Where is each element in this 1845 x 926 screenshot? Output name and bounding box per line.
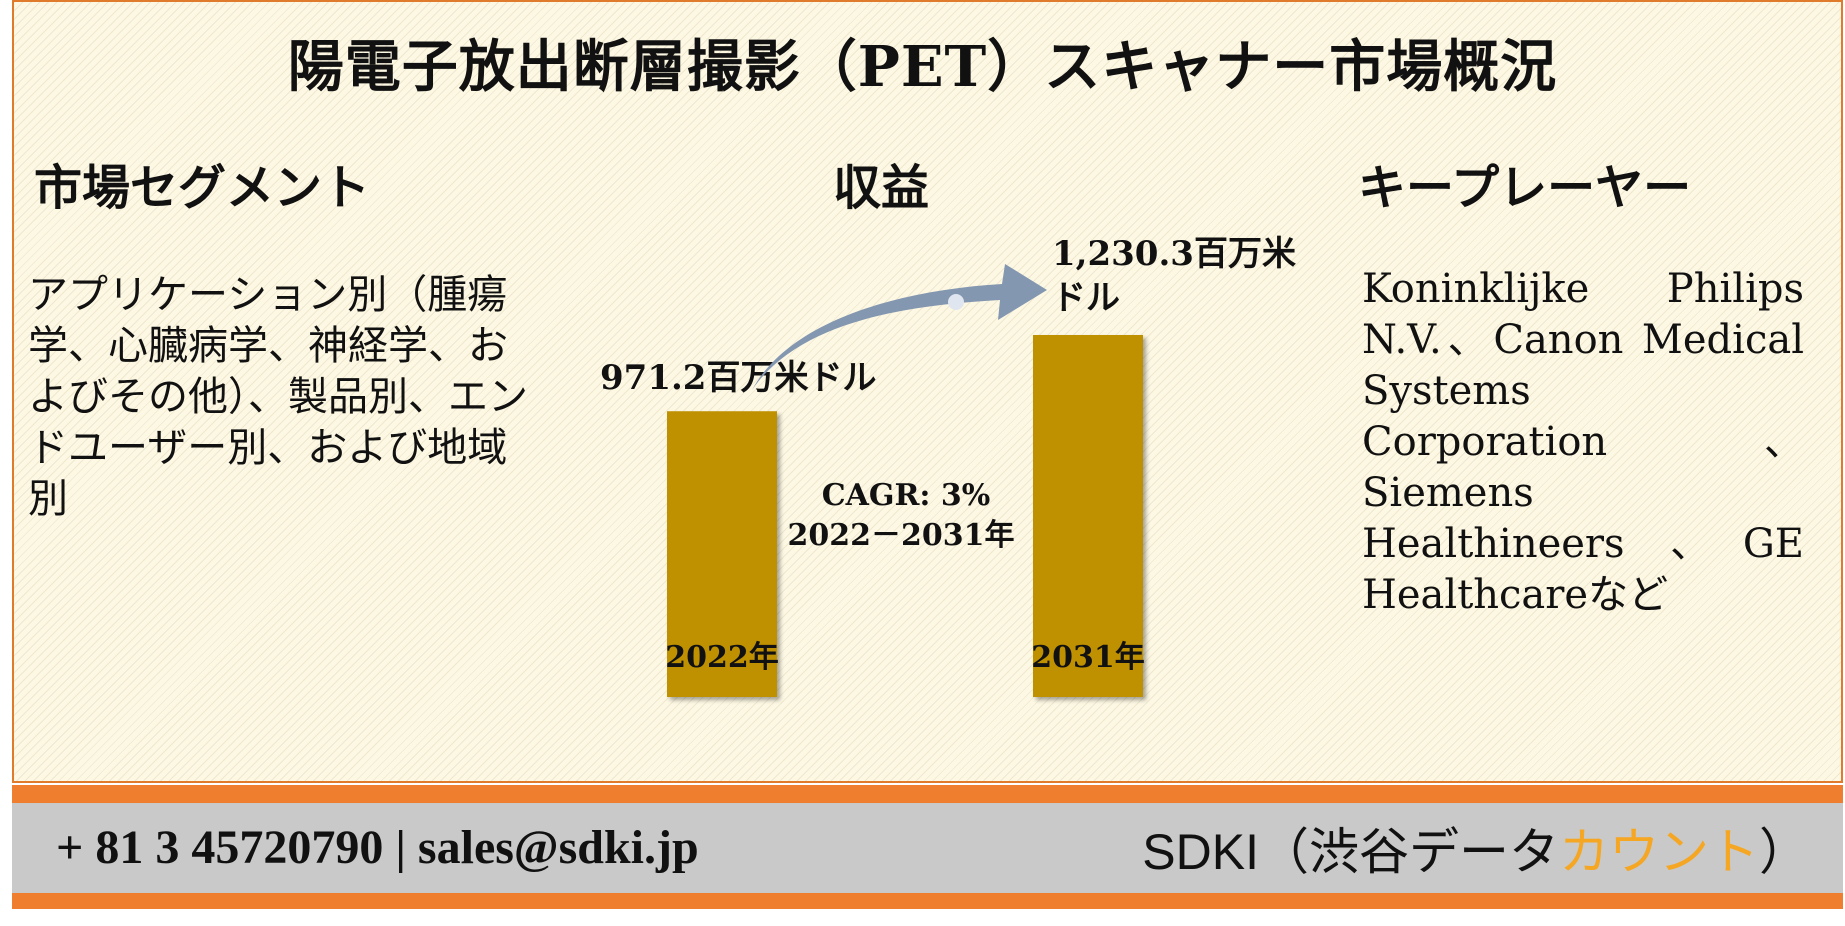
players-heading: キープレーヤー [1358, 160, 1692, 216]
segment-heading: 市場セグメント [34, 160, 371, 216]
footer-top-stripe [12, 785, 1843, 803]
contact-info: + 81 3 45720790 | sales@sdki.jp [56, 821, 699, 874]
brand-name: SDKI（渋谷データカウント） [1142, 812, 1809, 884]
cagr-annotation: CAGR: 3% [822, 478, 991, 513]
brand-prefix: SDKI（渋谷データ [1142, 824, 1559, 880]
bar-category-label-0: 2022年 [665, 640, 779, 675]
bar-0 [667, 411, 777, 697]
growth-arrow [752, 264, 1047, 390]
bar-value-label-0: 971.2百万米ドル [600, 358, 876, 398]
bar-1 [1033, 335, 1143, 697]
content-panel [12, 0, 1843, 783]
arrow-dot [948, 294, 964, 310]
footer-bottom-stripe [12, 893, 1843, 909]
brand-accent: カウント [1559, 824, 1759, 880]
cagr-period-annotation: 2022－2031年 [788, 518, 1015, 553]
footer-band [12, 803, 1843, 893]
brand-suffix: ） [1759, 824, 1809, 880]
page-title: 陽電子放出断層撮影（PET）スキャナー市場概況 [287, 34, 1558, 100]
bar-value-label-1: 1,230.3百万米ドル [1052, 234, 1296, 318]
key-players-list: Koninklijke Philips N.V.、Canon Medical S… [1362, 266, 1804, 618]
segment-description: アプリケーション別（腫瘍学、心臓病学、神経学、およびその他）、製品別、エンドユー… [28, 272, 528, 522]
revenue-heading: 収益 [833, 160, 930, 216]
bar-category-label-1: 2031年 [1031, 640, 1145, 675]
